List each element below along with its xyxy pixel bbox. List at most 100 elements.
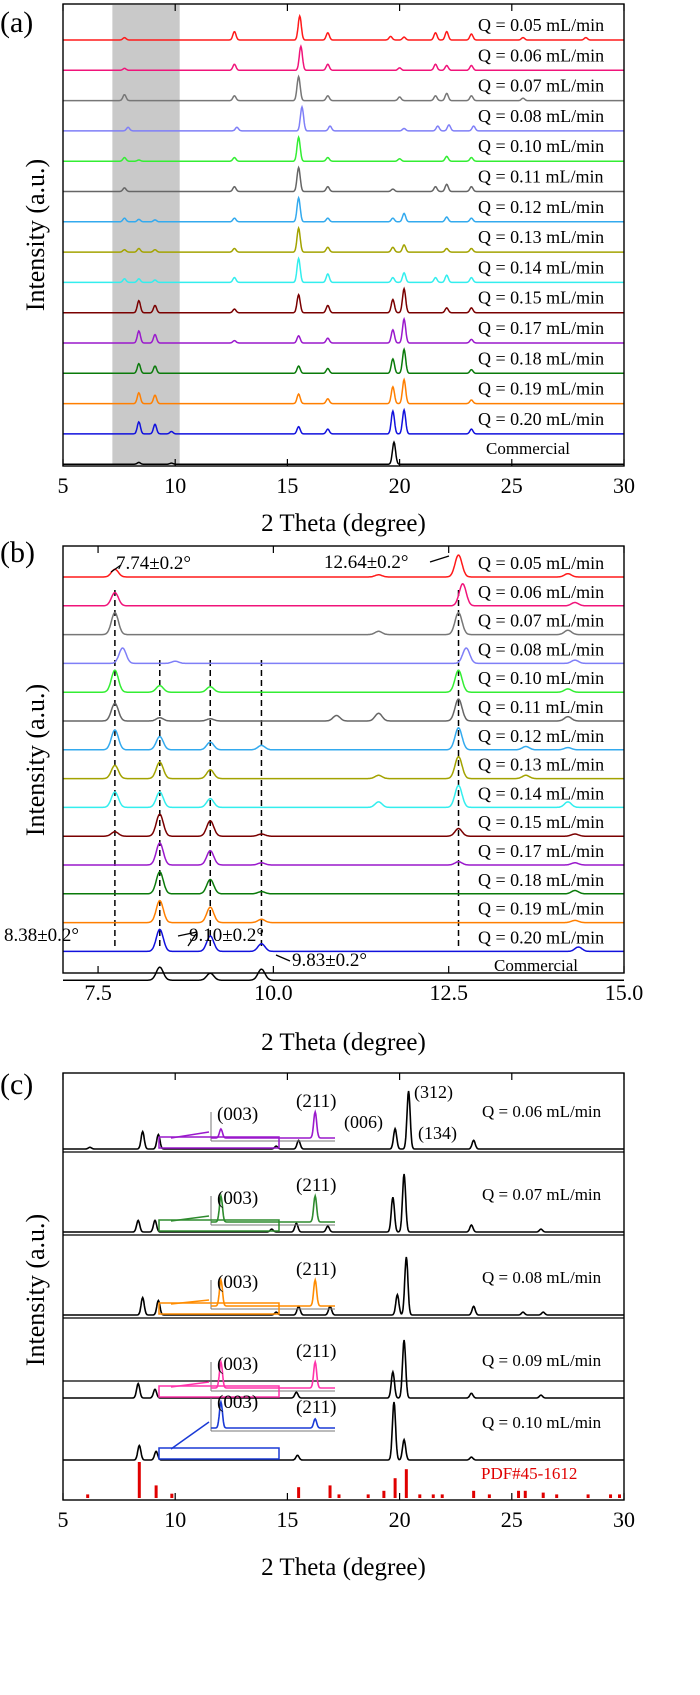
b-series-line	[63, 842, 624, 866]
c-series-line	[63, 1173, 624, 1233]
b-series-line	[63, 966, 624, 981]
b-series-line	[63, 647, 624, 665]
a-series-line	[63, 347, 624, 375]
b-annotation-arrow	[187, 933, 197, 947]
a-series-line	[63, 13, 624, 41]
b-x-tick-label: 10.0	[254, 980, 293, 1005]
a-series-label: Q = 0.18 mL/min	[478, 348, 604, 368]
b-series-label: Q = 0.10 mL/min	[478, 668, 604, 688]
a-y-axis-label: Intensity (a.u.)	[21, 159, 50, 311]
b-x-tick-label: 12.5	[429, 980, 468, 1005]
b-annotation: 12.64±0.2°	[324, 552, 409, 573]
c-inset-trace	[211, 1276, 335, 1307]
c-inset-arrow	[170, 1215, 210, 1222]
a-series-line	[63, 440, 624, 465]
c-inset-arrow	[170, 1131, 210, 1139]
b-annotation: 9.83±0.2°	[292, 950, 367, 971]
c-series-line	[63, 1401, 624, 1461]
a-series-line	[63, 135, 624, 162]
a-x-tick-label: 20	[389, 473, 411, 498]
c-series-line	[63, 1339, 624, 1399]
c-inset-box	[158, 1447, 280, 1460]
a-series-label: Q = 0.11 mL/min	[478, 167, 603, 187]
b-annotation-arrow	[275, 954, 291, 962]
b-series-line	[63, 784, 624, 809]
a-series-label: Q = 0.06 mL/min	[478, 45, 604, 65]
b-series-label: Q = 0.17 mL/min	[478, 841, 604, 861]
c-series-line	[63, 1090, 624, 1150]
a-series-line	[63, 44, 624, 72]
a-plot-frame	[62, 3, 625, 467]
b-series-label: Q = 0.14 mL/min	[478, 783, 604, 803]
c-x-tick-label: 20	[389, 1507, 411, 1532]
c-inset-arrow	[170, 1381, 210, 1388]
c-x-tick-label: 15	[276, 1507, 298, 1532]
c-inset-label-003: (003)	[217, 1354, 258, 1375]
b-series-line	[63, 727, 624, 751]
a-x-tick-label: 25	[501, 473, 523, 498]
b-series-label: Q = 0.19 mL/min	[478, 899, 604, 919]
c-x-axis-label: 2 Theta (degree)	[261, 1554, 426, 1581]
c-peak-label: (006)	[344, 1112, 383, 1133]
c-x-tick-label: 10	[164, 1507, 186, 1532]
c-inset-trace	[211, 1398, 335, 1429]
a-series-line	[63, 104, 624, 132]
b-series-label: Q = 0.18 mL/min	[478, 870, 604, 890]
c-inset-box	[158, 1136, 280, 1149]
c-inset-box	[158, 1219, 280, 1232]
panel-c-letter: (c)	[0, 1068, 33, 1101]
b-series-line	[63, 554, 624, 578]
c-y-axis-label: Intensity (a.u.)	[21, 1214, 50, 1366]
b-annotation: 8.38±0.2°	[4, 925, 79, 946]
a-x-tick-label: 30	[613, 473, 635, 498]
b-series-line	[63, 698, 624, 722]
a-shaded-region	[112, 5, 180, 465]
c-inset-label-211: (211)	[296, 1175, 336, 1196]
a-series-line	[63, 407, 624, 435]
b-annotation-arrow	[177, 931, 198, 937]
a-series-line	[63, 256, 624, 284]
b-series-label: Q = 0.13 mL/min	[478, 755, 604, 775]
c-inset-label-211: (211)	[296, 1259, 336, 1280]
a-series-line	[63, 195, 624, 223]
c-inset-label-211: (211)	[296, 1341, 336, 1362]
a-series-label: Q = 0.12 mL/min	[478, 197, 604, 217]
a-series-line	[63, 377, 624, 405]
c-inset-arrow	[170, 1299, 210, 1305]
b-x-axis-label: 2 Theta (degree)	[261, 1029, 426, 1056]
a-series-line	[63, 74, 624, 102]
c-x-tick-label: 5	[58, 1507, 69, 1532]
c-inset-label-211: (211)	[296, 1397, 336, 1418]
c-plot-frame	[62, 1072, 625, 1501]
b-series-label: Q = 0.11 mL/min	[478, 697, 603, 717]
b-series-line	[63, 611, 624, 636]
panel-b-letter: (b)	[0, 536, 35, 569]
a-x-tick-label: 10	[164, 473, 186, 498]
a-series-label: Q = 0.15 mL/min	[478, 288, 604, 308]
b-annotation-arrow	[110, 564, 122, 573]
c-inset-trace	[211, 1109, 335, 1139]
c-inset-label-211: (211)	[296, 1091, 336, 1112]
a-series-label: Q = 0.20 mL/min	[478, 409, 604, 429]
b-series-line	[63, 899, 624, 924]
b-series-line	[63, 928, 624, 953]
b-series-line	[63, 582, 624, 607]
c-series-label: Q = 0.09 mL/min	[482, 1351, 602, 1370]
a-series-label: Q = 0.13 mL/min	[478, 227, 604, 247]
a-series-line	[63, 165, 624, 193]
b-annotation: 7.74±0.2°	[116, 553, 191, 574]
c-x-tick-label: 25	[501, 1507, 523, 1532]
c-peak-label: (312)	[414, 1082, 453, 1103]
a-series-line	[63, 316, 624, 344]
a-series-label: Q = 0.07 mL/min	[478, 76, 604, 96]
a-x-tick-label: 5	[58, 473, 69, 498]
c-inset-trace	[211, 1192, 335, 1223]
a-x-axis-label: 2 Theta (degree)	[261, 510, 426, 537]
c-inset-trace	[211, 1358, 335, 1389]
a-series-label: Q = 0.05 mL/min	[478, 15, 604, 35]
c-inset-box	[158, 1385, 280, 1398]
c-inset-arrow	[170, 1421, 210, 1450]
panel-a-letter: (a)	[0, 6, 33, 39]
b-series-label: Q = 0.15 mL/min	[478, 812, 604, 832]
